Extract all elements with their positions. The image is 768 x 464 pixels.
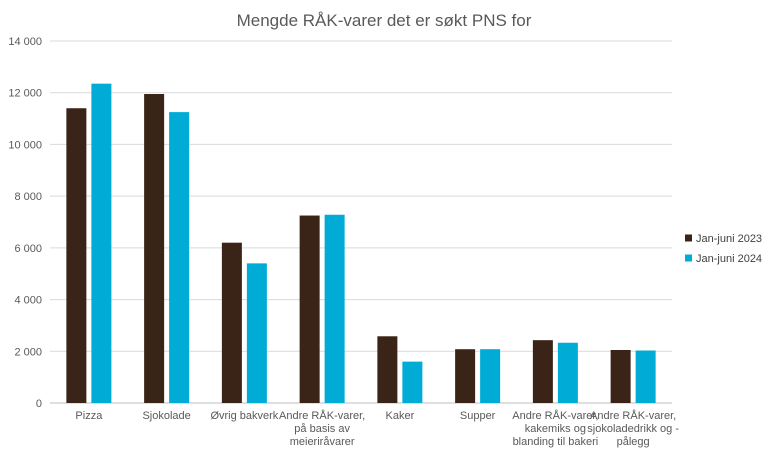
bar-2024 — [246, 263, 267, 403]
x-category-label: Andre RÅK-varer, kakemiks og blanding til … — [512, 409, 598, 448]
y-tick-label: 14 000 — [8, 36, 42, 48]
x-category-label-line: meieriråvarer — [290, 436, 355, 448]
x-category-label-line: kakemiks og — [525, 423, 586, 435]
x-category-label-line: Kaker — [386, 410, 415, 422]
bar-2023 — [144, 94, 165, 403]
y-tick-label: 8 000 — [14, 191, 42, 203]
x-category-label: Sjokolade — [142, 410, 190, 422]
x-category-label-line: Andre RÅK-varer, — [279, 409, 365, 422]
bar-2024 — [635, 350, 656, 403]
x-category-label: Pizza — [75, 410, 103, 422]
x-category-label: Andre RÅK-varer, på basis av meieriråvarer — [279, 409, 365, 448]
legend-swatch — [685, 234, 692, 242]
x-category-label: Kaker — [386, 410, 415, 422]
gridlines — [50, 40, 672, 404]
x-category-label-line: blanding til bakeri — [513, 436, 599, 448]
bar-2024 — [480, 349, 501, 403]
x-category-label-line: Andre RÅK-varer, — [590, 409, 676, 422]
x-axis-labels: Pizza Sjokolade Øvrig bakverk Andre RÅK-var… — [75, 409, 679, 448]
x-category-label-line: Sjokolade — [142, 410, 190, 422]
y-tick-label: 12 000 — [8, 88, 42, 100]
bar-2024 — [402, 361, 423, 403]
bar-2023 — [299, 215, 320, 403]
y-axis-ticks: 0 2 000 4 000 6 000 8 000 10 000 12 000 14 000 — [8, 36, 42, 410]
x-category-label-line: på basis av — [294, 423, 350, 435]
y-tick-label: 6 000 — [14, 243, 42, 255]
bar-2023 — [455, 349, 476, 403]
x-category-label-line: Supper — [460, 410, 496, 422]
y-tick-label: 10 000 — [8, 139, 42, 151]
x-category-label-line: Andre RÅK-varer, — [512, 409, 598, 422]
x-category-label: Supper — [460, 410, 496, 422]
x-category-label: Andre RÅK-varer, sjokoladedrikk og -påleg… — [587, 409, 679, 448]
x-category-label-line: sjokoladedrikk og - — [587, 423, 679, 435]
chart-title: Mengde RÅK-varer det er søkt PNS for — [237, 11, 532, 30]
bar-2023 — [377, 336, 398, 403]
y-tick-label: 2 000 — [14, 346, 42, 358]
bar-2023 — [66, 108, 87, 403]
bar-2023 — [221, 242, 242, 403]
x-category-label: Øvrig bakverk — [210, 410, 278, 422]
bar-2023 — [532, 340, 553, 403]
bar-2024 — [324, 214, 345, 403]
bar-2024 — [557, 342, 578, 403]
legend-swatch — [685, 254, 692, 262]
x-category-label-line: pålegg — [617, 436, 650, 448]
bars — [66, 83, 656, 404]
bar-2024 — [91, 83, 112, 404]
x-category-label-line: Pizza — [75, 410, 103, 422]
x-category-label-line: Øvrig bakverk — [210, 410, 278, 422]
legend: Jan-juni 2023 Jan-juni 2024 — [685, 233, 762, 265]
bar-2023 — [610, 349, 631, 403]
legend-label: Jan-juni 2023 — [696, 233, 762, 245]
y-tick-label: 0 — [36, 398, 42, 410]
y-tick-label: 4 000 — [14, 295, 42, 307]
legend-label: Jan-juni 2024 — [696, 253, 762, 265]
bar-2024 — [169, 112, 190, 403]
